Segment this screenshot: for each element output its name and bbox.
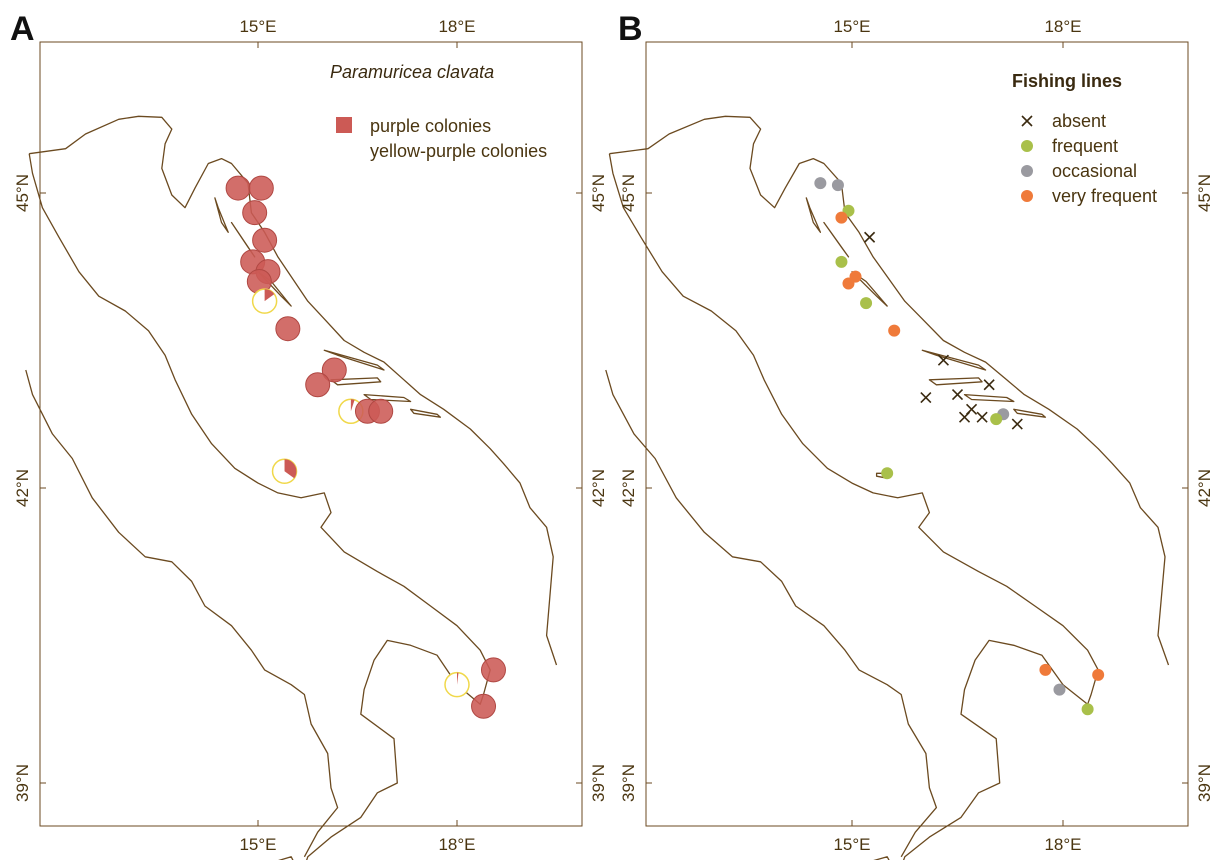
panel-a-map: 15°E 15°E 18°E 18°E 45°N 45°N 42°N 42°N 39°N 39°N… xyxy=(13,17,608,860)
coastline-italy-adriatic xyxy=(608,153,1099,860)
lat-tick-label: 39°N xyxy=(13,764,32,802)
site-frequent-marker xyxy=(835,255,848,268)
purple-colony-site xyxy=(305,372,331,398)
lat-tick-label: 45°N xyxy=(1195,174,1214,212)
site-very-frequent-marker xyxy=(842,277,855,290)
site-occasional-marker xyxy=(831,179,844,192)
legend-very-frequent-label: very frequent xyxy=(1052,186,1157,206)
site-very-frequent-marker xyxy=(888,324,901,337)
lon-tick-label: 18°E xyxy=(1044,835,1081,854)
site-absent-marker xyxy=(958,411,971,423)
lat-tick-label: 45°N xyxy=(589,174,608,212)
panel-a-letter: A xyxy=(10,10,35,48)
lon-tick-label: 18°E xyxy=(1044,17,1081,36)
island xyxy=(1013,408,1047,418)
panel-b-letter: B xyxy=(618,10,643,48)
site-absent-marker xyxy=(951,389,964,401)
lon-tick-label: 15°E xyxy=(833,835,870,854)
island xyxy=(823,221,850,258)
site-occasional-marker xyxy=(814,177,827,190)
purple-fraction-wedge xyxy=(284,459,297,479)
legend-occasional-symbol xyxy=(1021,165,1033,177)
island xyxy=(928,377,983,386)
legend-occasional-label: occasional xyxy=(1052,161,1137,181)
island xyxy=(851,271,888,307)
species-name: Paramuricea clavata xyxy=(330,62,494,82)
purple-colony-site xyxy=(471,693,497,719)
lon-tick-label: 18°E xyxy=(438,17,475,36)
coastline-tyrrhenian xyxy=(605,369,938,858)
island xyxy=(214,197,229,233)
island xyxy=(409,408,442,418)
lat-tick-label: 42°N xyxy=(619,469,638,507)
site-frequent-marker xyxy=(1081,703,1094,716)
purple-colony-site xyxy=(321,357,347,383)
legend-purple-label: purple colonies xyxy=(370,116,491,136)
purple-fraction-wedge xyxy=(457,672,459,685)
purple-legend-swatch xyxy=(336,117,352,133)
lat-tick-label: 42°N xyxy=(13,469,32,507)
lat-tick-label: 42°N xyxy=(589,469,608,507)
purple-colony-site xyxy=(252,227,278,253)
purple-colony-site xyxy=(275,316,301,342)
lon-tick-label: 15°E xyxy=(833,17,870,36)
legend-frequent-symbol xyxy=(1021,140,1033,152)
lat-tick-label: 42°N xyxy=(1195,469,1214,507)
site-very-frequent-marker xyxy=(1039,663,1052,676)
site-frequent-marker xyxy=(860,297,873,310)
site-absent-marker xyxy=(864,231,876,243)
panel-b-map: 15°E 15°E 18°E 18°E 45°N 45°N 42°N 42°N 39°N 39°N… xyxy=(605,17,1214,860)
purple-colony-site xyxy=(248,175,274,201)
lat-tick-label: 45°N xyxy=(619,174,638,212)
lat-tick-label: 39°N xyxy=(1195,764,1214,802)
coastline-east xyxy=(29,115,558,666)
lat-tick-label: 45°N xyxy=(13,174,32,212)
site-very-frequent-marker xyxy=(1092,668,1105,681)
lon-tick-label: 15°E xyxy=(239,17,276,36)
legend-very-frequent-symbol xyxy=(1021,190,1033,202)
coastline-tyrrhenian xyxy=(25,369,339,858)
legend-absent-label: absent xyxy=(1052,111,1106,131)
legend-absent-symbol xyxy=(1021,115,1033,127)
site-absent-marker xyxy=(983,379,995,391)
island xyxy=(363,393,412,403)
purple-fraction-wedge xyxy=(350,399,355,412)
coastline-italy-adriatic xyxy=(28,153,491,860)
island xyxy=(921,349,987,371)
island xyxy=(805,197,822,233)
legend-title: Fishing lines xyxy=(1012,71,1122,91)
lat-tick-label: 39°N xyxy=(589,764,608,802)
island xyxy=(963,393,1015,403)
island xyxy=(330,377,382,386)
purple-fraction-wedge xyxy=(264,289,275,302)
legend-frequent-label: frequent xyxy=(1052,136,1118,156)
purple-colony-site xyxy=(480,657,506,683)
coastline-east xyxy=(609,115,1170,666)
site-very-frequent-marker xyxy=(835,211,848,224)
site-absent-marker xyxy=(937,354,949,366)
site-absent-marker xyxy=(920,391,932,404)
site-frequent-marker xyxy=(881,467,894,480)
island xyxy=(323,349,385,371)
legend-yellow-purple-label: yellow-purple colonies xyxy=(370,141,547,161)
site-absent-marker xyxy=(1011,418,1023,430)
site-absent-marker xyxy=(976,411,988,423)
lon-tick-label: 18°E xyxy=(438,835,475,854)
site-occasional-marker xyxy=(1053,683,1066,696)
lon-tick-label: 15°E xyxy=(239,835,276,854)
site-frequent-marker xyxy=(990,413,1003,426)
lat-tick-label: 39°N xyxy=(619,764,638,802)
purple-colony-site xyxy=(225,175,251,201)
purple-colony-site xyxy=(368,398,394,424)
purple-colony-site xyxy=(242,200,268,226)
